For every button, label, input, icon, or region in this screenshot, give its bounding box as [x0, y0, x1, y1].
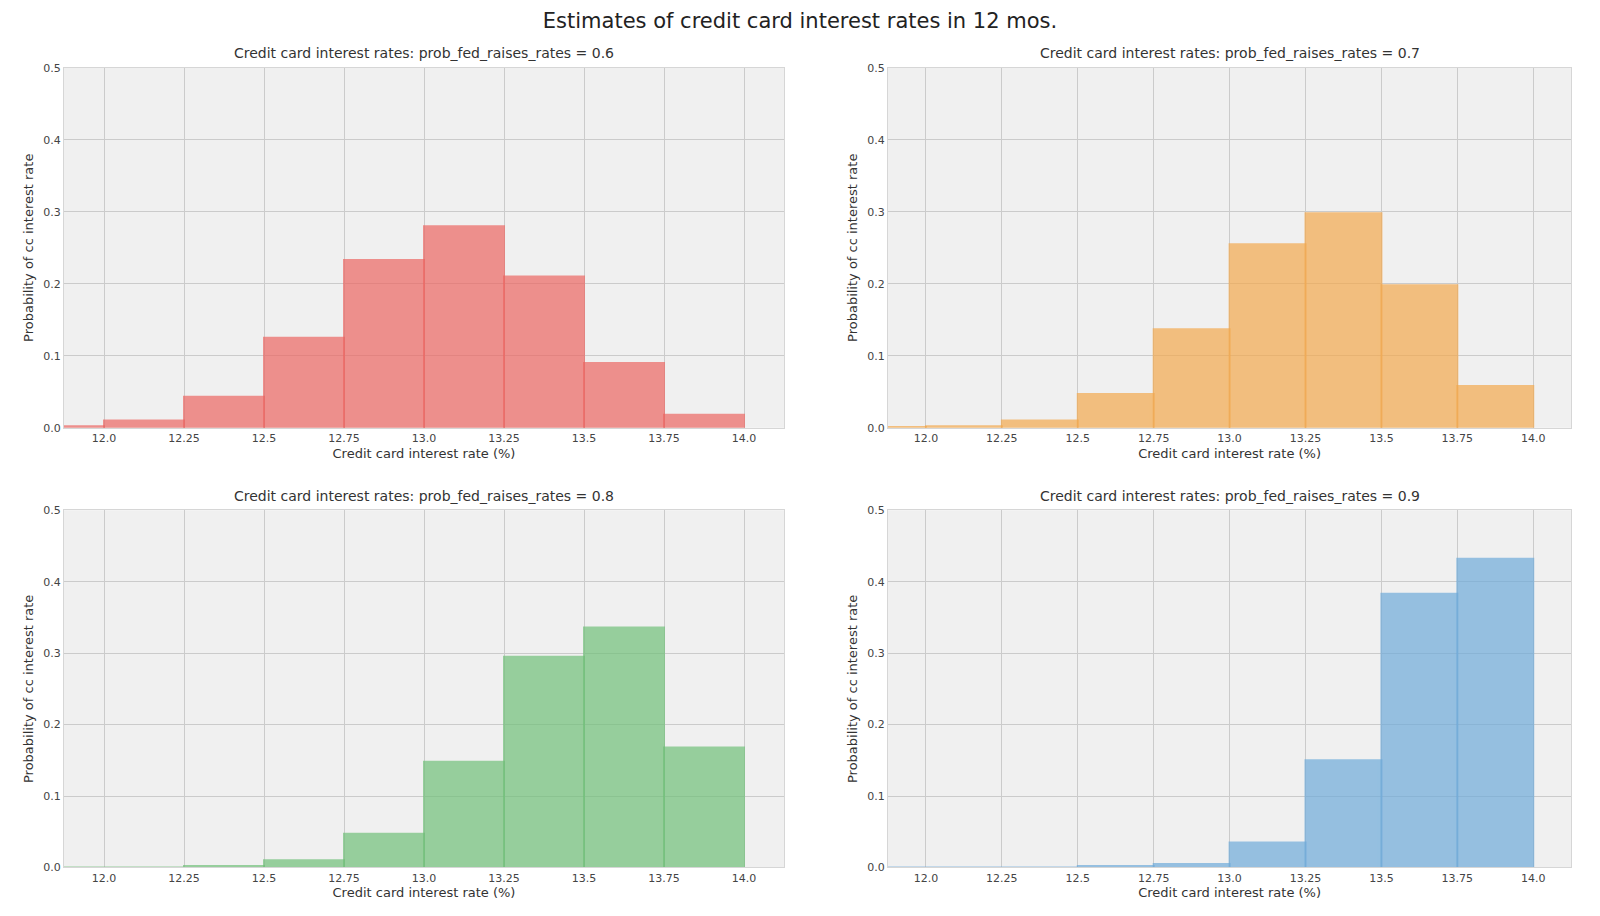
svg-text:0.0: 0.0 — [867, 861, 885, 874]
svg-text:0.1: 0.1 — [867, 790, 885, 803]
svg-text:0.0: 0.0 — [43, 422, 61, 435]
svg-text:Credit card interest rates: pr: Credit card interest rates: prob_fed_rai… — [1040, 488, 1420, 504]
svg-text:12.75: 12.75 — [1138, 432, 1170, 445]
svg-text:0.2: 0.2 — [43, 718, 61, 731]
svg-text:12.25: 12.25 — [168, 432, 200, 445]
svg-text:12.0: 12.0 — [92, 872, 117, 885]
svg-text:0.3: 0.3 — [43, 647, 61, 660]
svg-text:13.5: 13.5 — [1369, 872, 1394, 885]
svg-text:Probability of cc interest rat: Probability of cc interest rate — [21, 595, 36, 783]
svg-text:14.0: 14.0 — [1521, 432, 1546, 445]
svg-text:0.1: 0.1 — [43, 350, 61, 363]
svg-text:14.0: 14.0 — [1521, 872, 1546, 885]
svg-text:Credit card interest rates: pr: Credit card interest rates: prob_fed_rai… — [1040, 45, 1420, 61]
svg-text:13.25: 13.25 — [1290, 872, 1322, 885]
svg-text:0.2: 0.2 — [43, 278, 61, 291]
svg-text:0.2: 0.2 — [867, 278, 885, 291]
svg-text:0.5: 0.5 — [43, 62, 61, 75]
svg-text:0.5: 0.5 — [867, 504, 885, 517]
svg-text:Estimates of credit card inter: Estimates of credit card interest rates … — [543, 9, 1057, 33]
svg-text:12.5: 12.5 — [252, 872, 277, 885]
svg-text:Credit card interest rates: pr: Credit card interest rates: prob_fed_rai… — [234, 488, 614, 504]
svg-text:0.2: 0.2 — [867, 718, 885, 731]
svg-text:Credit card interest rate (%): Credit card interest rate (%) — [333, 446, 516, 461]
svg-text:13.25: 13.25 — [488, 432, 520, 445]
svg-text:0.5: 0.5 — [867, 62, 885, 75]
svg-text:12.5: 12.5 — [252, 432, 277, 445]
svg-text:0.3: 0.3 — [867, 647, 885, 660]
svg-text:12.0: 12.0 — [92, 432, 117, 445]
svg-text:12.75: 12.75 — [328, 872, 360, 885]
svg-text:13.75: 13.75 — [1442, 872, 1474, 885]
svg-text:14.0: 14.0 — [732, 432, 757, 445]
svg-text:Credit card interest rate (%): Credit card interest rate (%) — [1138, 446, 1321, 461]
svg-text:12.25: 12.25 — [986, 872, 1018, 885]
svg-text:0.4: 0.4 — [867, 134, 885, 147]
svg-text:12.0: 12.0 — [914, 432, 939, 445]
svg-text:13.0: 13.0 — [412, 872, 437, 885]
svg-text:13.75: 13.75 — [648, 872, 680, 885]
svg-text:13.75: 13.75 — [648, 432, 680, 445]
svg-text:13.0: 13.0 — [1217, 872, 1242, 885]
svg-text:13.5: 13.5 — [1369, 432, 1394, 445]
svg-text:0.1: 0.1 — [43, 790, 61, 803]
svg-text:Probability of cc interest rat: Probability of cc interest rate — [845, 595, 860, 783]
svg-text:Credit card interest rate (%): Credit card interest rate (%) — [333, 885, 516, 900]
svg-text:0.4: 0.4 — [43, 134, 61, 147]
svg-text:0.3: 0.3 — [43, 206, 61, 219]
svg-text:12.75: 12.75 — [1138, 872, 1170, 885]
svg-text:Probability of cc interest rat: Probability of cc interest rate — [21, 154, 36, 342]
svg-text:0.1: 0.1 — [867, 350, 885, 363]
svg-text:12.75: 12.75 — [328, 432, 360, 445]
svg-text:0.4: 0.4 — [43, 576, 61, 589]
svg-text:12.25: 12.25 — [986, 432, 1018, 445]
svg-text:0.0: 0.0 — [867, 422, 885, 435]
svg-text:0.3: 0.3 — [867, 206, 885, 219]
svg-text:Credit card interest rate (%): Credit card interest rate (%) — [1138, 885, 1321, 900]
svg-text:13.25: 13.25 — [488, 872, 520, 885]
svg-text:13.25: 13.25 — [1290, 432, 1322, 445]
svg-text:0.5: 0.5 — [43, 504, 61, 517]
svg-text:13.0: 13.0 — [412, 432, 437, 445]
svg-text:13.75: 13.75 — [1442, 432, 1474, 445]
svg-text:12.5: 12.5 — [1066, 872, 1091, 885]
svg-text:12.0: 12.0 — [914, 872, 939, 885]
svg-text:0.4: 0.4 — [867, 576, 885, 589]
svg-text:13.5: 13.5 — [572, 872, 597, 885]
svg-text:13.5: 13.5 — [572, 432, 597, 445]
svg-text:Credit card interest rates: pr: Credit card interest rates: prob_fed_rai… — [234, 45, 614, 61]
svg-text:12.5: 12.5 — [1066, 432, 1091, 445]
svg-text:12.25: 12.25 — [168, 872, 200, 885]
svg-text:14.0: 14.0 — [732, 872, 757, 885]
svg-text:Probability of cc interest rat: Probability of cc interest rate — [845, 154, 860, 342]
svg-text:13.0: 13.0 — [1217, 432, 1242, 445]
svg-text:0.0: 0.0 — [43, 861, 61, 874]
